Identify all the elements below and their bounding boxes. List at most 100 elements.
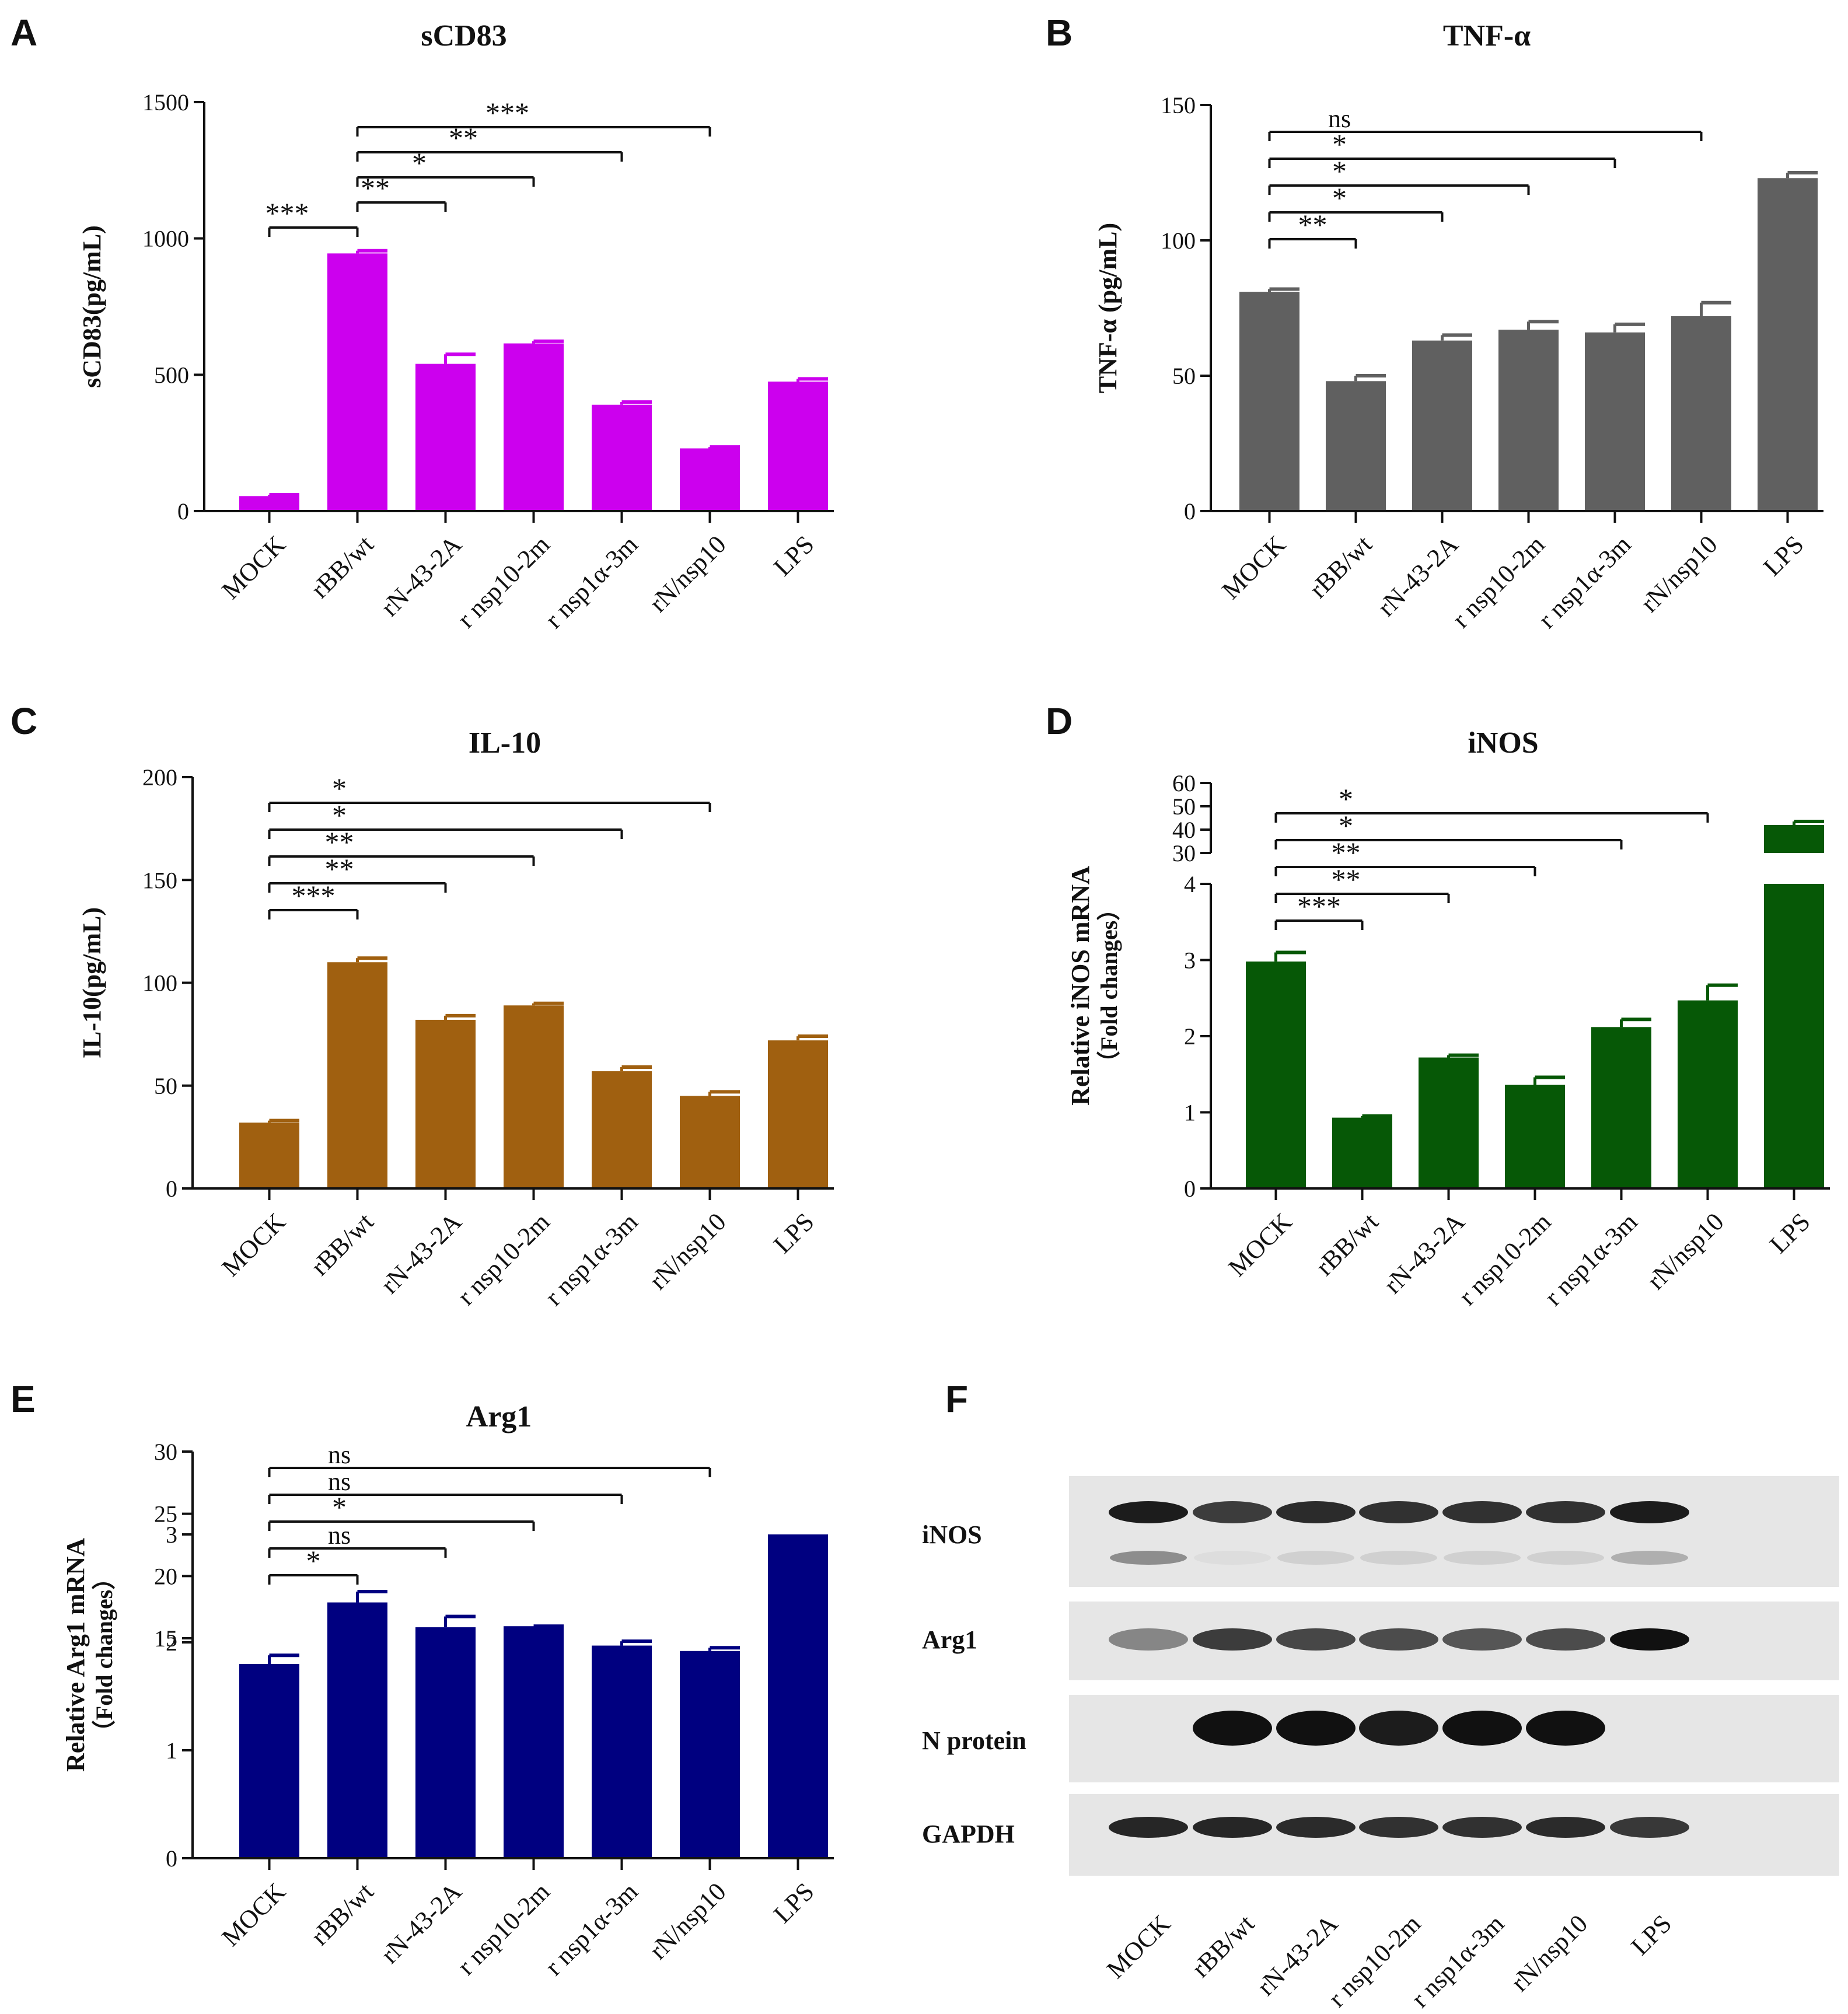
y-tick-label: 3 (166, 1522, 177, 1548)
significance-label: * (1332, 155, 1347, 187)
y-tick-label: 100 (1161, 228, 1196, 254)
chart-title: TNF-α (1443, 19, 1531, 53)
blot-band-faint (1611, 1551, 1688, 1565)
bar-lower (1764, 884, 1824, 1188)
y-tick-label: 1 (1184, 1100, 1196, 1126)
blot-row-label: iNOS (922, 1520, 982, 1549)
bar (504, 1626, 564, 1858)
y-tick-label: 20 (154, 1563, 177, 1589)
bar (415, 363, 476, 511)
panel-label-a: A (11, 12, 37, 54)
significance-label: ** (1298, 208, 1328, 241)
blot-row-label: N protein (922, 1726, 1026, 1755)
blot-band (1276, 1501, 1356, 1523)
y-tick-label: 1000 (142, 226, 189, 252)
blot-band (1109, 1501, 1188, 1523)
blot-band (1442, 1501, 1522, 1523)
significance-label: * (332, 772, 347, 805)
y-tick-label: 0 (1184, 498, 1196, 525)
blot-band (1276, 1711, 1356, 1746)
blot-band (1193, 1628, 1272, 1651)
significance-label: ** (1332, 836, 1361, 869)
y-axis-label: IL-10(pg/mL) (78, 907, 106, 1058)
y-tick-label: 30 (1172, 840, 1196, 866)
significance-label: ns (1328, 104, 1351, 133)
blot-band (1359, 1501, 1438, 1523)
panel-label-c: C (11, 700, 37, 742)
y-tick-label: 100 (142, 970, 177, 996)
bar (1246, 961, 1306, 1188)
y-tick-label: 150 (1161, 92, 1196, 118)
y-tick-label: 0 (177, 498, 189, 525)
significance-label: * (1339, 809, 1353, 842)
y-axis-label: TNF-α (pg/mL) (1094, 223, 1122, 393)
y-tick-label: 40 (1172, 817, 1196, 843)
panel-label-b: B (1046, 12, 1073, 54)
bar (504, 343, 564, 511)
blot-band (1109, 1817, 1188, 1838)
bar (1671, 316, 1731, 511)
y-tick-label: 30 (154, 1439, 177, 1465)
bar (592, 1645, 652, 1858)
blot-band-faint (1194, 1551, 1271, 1565)
y-axis-label: Relative Arg1 mRNA (61, 1538, 90, 1772)
panel-label-d: D (1046, 700, 1073, 742)
bar (1419, 1057, 1479, 1188)
bar (768, 1040, 828, 1188)
blot-band (1442, 1817, 1522, 1838)
y-tick-label: 4 (1184, 871, 1196, 897)
blot-band (1526, 1711, 1605, 1746)
significance-label: * (332, 1491, 347, 1523)
bar (1498, 330, 1559, 511)
bar (1591, 1027, 1651, 1188)
blot-band (1526, 1501, 1605, 1523)
significance-label: *** (292, 879, 336, 912)
significance-label: ns (328, 1467, 351, 1496)
bar (1505, 1085, 1565, 1188)
bar (768, 382, 828, 511)
chart-title: IL-10 (469, 726, 541, 760)
significance-label: ** (325, 826, 354, 858)
bar (1239, 292, 1299, 511)
significance-label: ** (1332, 863, 1361, 896)
significance-label: * (1339, 782, 1353, 815)
blot-band (1610, 1501, 1689, 1523)
significance-label: *** (1297, 890, 1341, 922)
y-tick-label: 50 (154, 1073, 177, 1099)
y-tick-label: 50 (1172, 363, 1196, 389)
bar (1758, 178, 1818, 511)
bar (327, 962, 387, 1188)
blot-band (1526, 1817, 1605, 1838)
y-tick-label: 60 (1172, 770, 1196, 796)
chart-title: iNOS (1468, 726, 1538, 760)
bar (592, 404, 652, 511)
bar (1412, 340, 1472, 511)
chart-title: sCD83 (421, 19, 506, 53)
y-tick-label: 15 (154, 1625, 177, 1652)
significance-label: * (306, 1544, 321, 1577)
y-tick-label: 0 (166, 1845, 177, 1872)
bar (239, 1664, 299, 1858)
significance-label: ns (328, 1440, 351, 1469)
bar (415, 1019, 476, 1188)
bar (1678, 1000, 1738, 1188)
y-tick-label: 150 (142, 867, 177, 893)
y-axis-label-sub: （Fold changes） (91, 1567, 117, 1743)
y-tick-label: 25 (154, 1501, 177, 1527)
blot-band (1610, 1628, 1689, 1651)
chart-title: Arg1 (466, 1400, 532, 1433)
blot-strip (1069, 1476, 1839, 1587)
y-tick-label: 2 (166, 1630, 177, 1656)
bar (680, 1651, 740, 1858)
y-tick-label: 200 (142, 764, 177, 791)
bar (239, 496, 299, 511)
bar (680, 448, 740, 511)
significance-label: * (1332, 128, 1347, 160)
bar (592, 1071, 652, 1188)
blot-band (1276, 1817, 1356, 1838)
blot-band (1442, 1628, 1522, 1651)
blot-band (1610, 1817, 1689, 1838)
y-axis-label: Relative iNOS mRNA (1066, 866, 1095, 1106)
bar (1585, 332, 1645, 511)
significance-label: ** (325, 852, 354, 885)
